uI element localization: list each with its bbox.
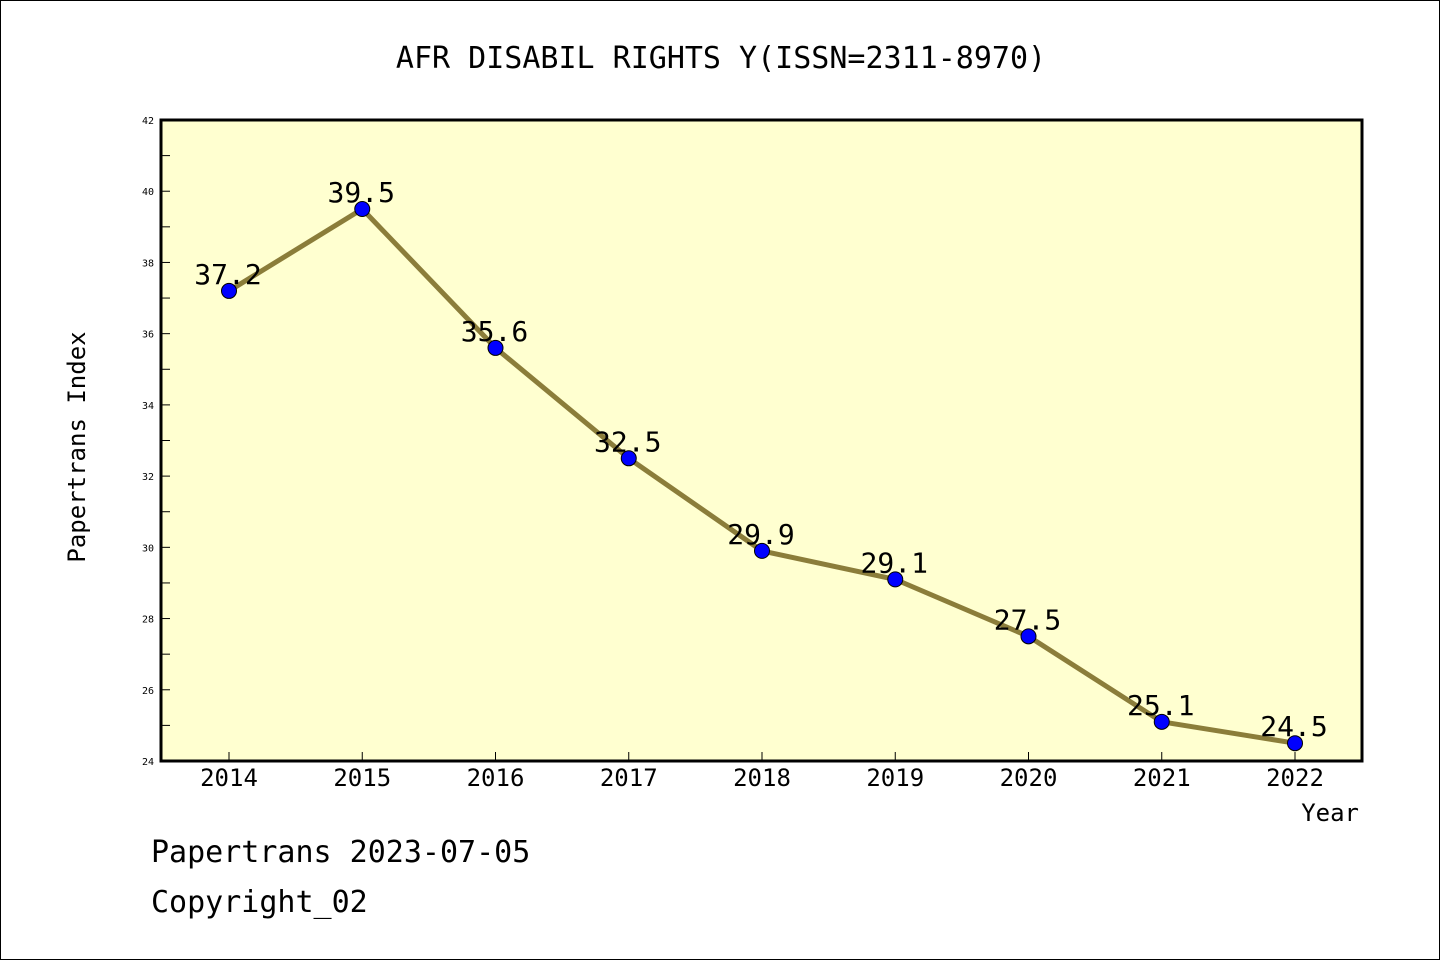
y-tick-label: 30 — [142, 543, 154, 554]
data-label: 24.5 — [1260, 710, 1327, 743]
data-point-marker — [620, 450, 637, 467]
x-tick-label: 2018 — [733, 764, 791, 792]
x-tick-label: 2021 — [1133, 764, 1191, 792]
footer-copyright-text: Copyright_02 — [151, 885, 368, 920]
y-tick-label: 32 — [142, 472, 154, 483]
data-label: 25.1 — [1127, 689, 1194, 722]
x-tick-label: 2020 — [1000, 764, 1058, 792]
data-label: 27.5 — [994, 603, 1061, 636]
data-label: 29.9 — [727, 518, 794, 551]
data-point-marker — [221, 282, 237, 299]
data-labels: 37.2 39.5 35.6 32.5 29.9 29.1 27.5 25.1 24.5 — [194, 176, 1327, 743]
chart-title: AFR DISABIL RIGHTS Y(ISSN=2311-8970) — [396, 41, 1046, 76]
x-axis: 2014 2015 2016 2017 2018 2019 2020 2021 2022 — [200, 752, 1324, 792]
series-markers — [221, 201, 1303, 752]
data-label: 39.5 — [328, 176, 395, 209]
data-point-marker — [887, 571, 904, 588]
data-point-marker — [1020, 628, 1037, 645]
x-tick-label: 2017 — [600, 764, 658, 792]
x-tick-label: 2022 — [1266, 764, 1324, 792]
x-axis-label: Year — [1301, 799, 1359, 827]
data-label: 29.1 — [861, 546, 928, 579]
y-tick-label: 40 — [142, 187, 154, 198]
y-axis: 24 26 28 30 32 34 36 38 40 42 — [142, 116, 170, 768]
y-tick-label: 36 — [142, 330, 154, 341]
x-tick-label: 2019 — [866, 764, 924, 792]
y-axis-label: Papertrans Index — [63, 331, 91, 562]
x-tick-label: 2015 — [333, 764, 391, 792]
data-point-marker — [754, 542, 770, 559]
y-tick-label: 26 — [142, 686, 154, 697]
data-point-marker — [487, 339, 504, 356]
x-tick-label: 2014 — [200, 764, 258, 792]
y-tick-label: 34 — [142, 401, 154, 412]
data-point-marker — [354, 201, 371, 218]
data-point-marker — [1153, 713, 1170, 730]
y-tick-label: 28 — [142, 615, 154, 626]
y-tick-label: 24 — [142, 757, 154, 768]
data-label: 37.2 — [194, 258, 261, 291]
footer-date-text: Papertrans 2023-07-05 — [151, 835, 531, 870]
y-tick-label: 38 — [142, 258, 154, 269]
data-label: 32.5 — [594, 425, 661, 458]
x-tick-label: 2016 — [467, 764, 525, 792]
data-point-marker — [1287, 735, 1303, 752]
y-tick-label: 42 — [142, 116, 154, 127]
data-label: 35.6 — [461, 315, 528, 348]
plot-area — [159, 118, 1364, 763]
